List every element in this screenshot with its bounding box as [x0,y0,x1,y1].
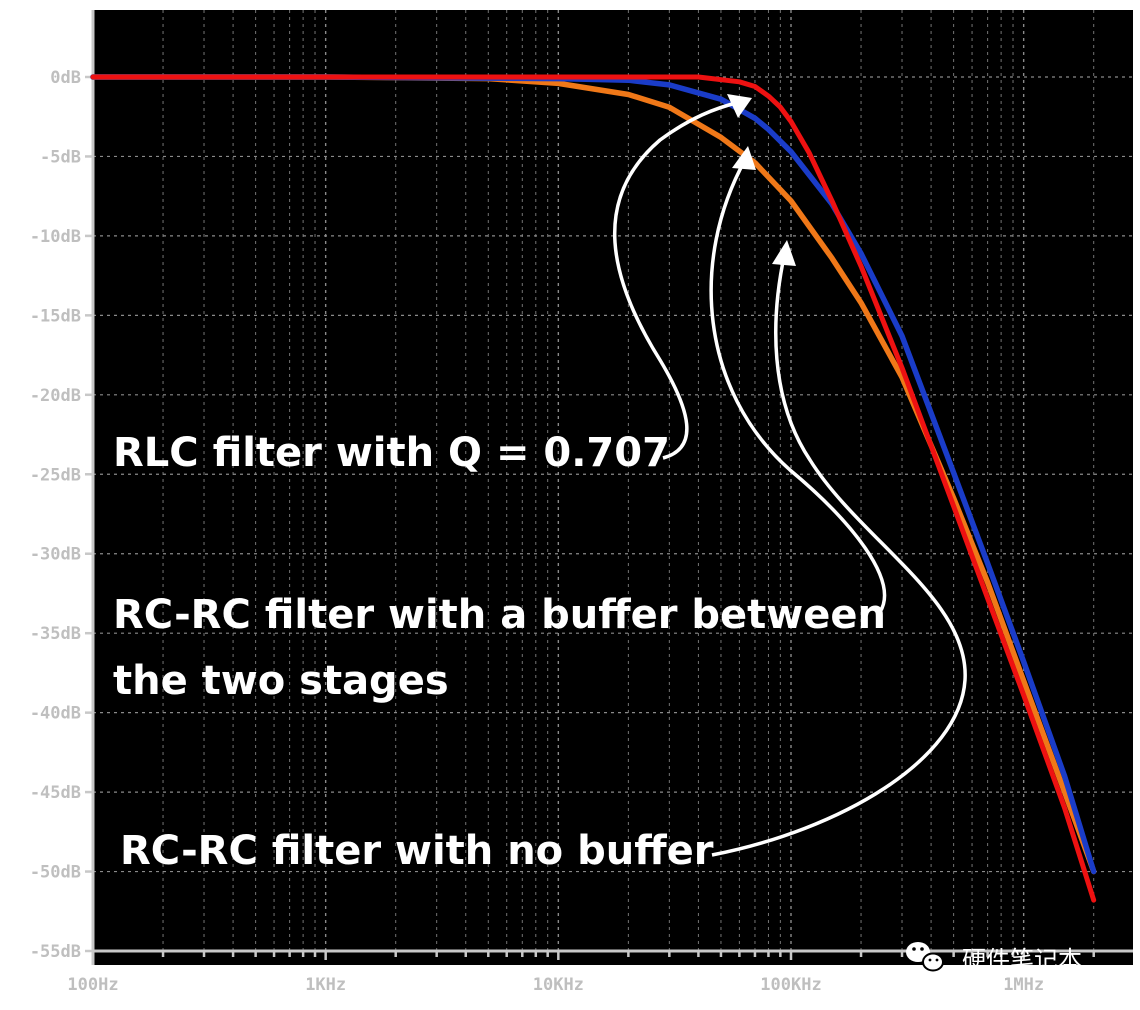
y-tick-label: -20dB [30,386,81,406]
arrow-buffered [709,159,887,613]
annotations: RLC filter with Q = 0.707 RC-RC filter w… [113,430,886,874]
y-tick-label: -5dB [40,147,81,167]
arrow-no-buffer [711,251,967,857]
x-tick-label: 100KHz [760,975,821,995]
y-tick-label: 0dB [50,68,81,88]
annotation-rlc: RLC filter with Q = 0.707 [113,430,670,476]
annotation-arrows [612,94,967,857]
x-tick-label: 1MHz [1003,975,1044,995]
x-tick-labels: 100Hz 1KHz 10KHz 100KHz 1MHz [67,975,1044,995]
y-tick-label: -40dB [30,704,81,724]
x-tick-label: 100Hz [67,975,118,995]
series-line-2 [90,74,1097,903]
series-line-0 [90,74,1097,875]
y-tick-label: -50dB [30,863,81,883]
y-tick-label: -15dB [30,306,81,326]
arrowhead-buffered [732,146,756,170]
y-tick-label: -10dB [30,227,81,247]
y-tick-label: -55dB [30,942,81,962]
annotation-buffered-line-2: the two stages [113,658,449,704]
watermark-text: 硬件笔记本 [962,946,1082,974]
arrowhead-rlc [727,94,752,118]
x-tick-label: 10KHz [533,975,584,995]
arrowhead-no-buffer [772,240,796,266]
grid [93,10,1133,952]
y-tick-label: -35dB [30,624,81,644]
series-lines [90,74,1097,903]
x-tick-label: 1KHz [305,975,346,995]
wechat-icon [906,942,944,972]
plot-area [93,10,1133,965]
watermark: 硬件笔记本 [906,942,1082,974]
y-tick-label: -30dB [30,545,81,565]
arrow-rlc [612,100,741,460]
y-tick-label: -25dB [30,465,81,485]
y-tick-label: -45dB [30,783,81,803]
annotation-no-buffer: RC-RC filter with no buffer [120,828,714,874]
axes [85,10,1133,965]
y-tick-labels: 0dB -5dB -10dB -15dB -20dB -25dB -30dB -35dB -40… [30,68,81,962]
series-line-1 [90,74,1097,875]
annotation-buffered-line-1: RC-RC filter with a buffer between [113,592,886,638]
